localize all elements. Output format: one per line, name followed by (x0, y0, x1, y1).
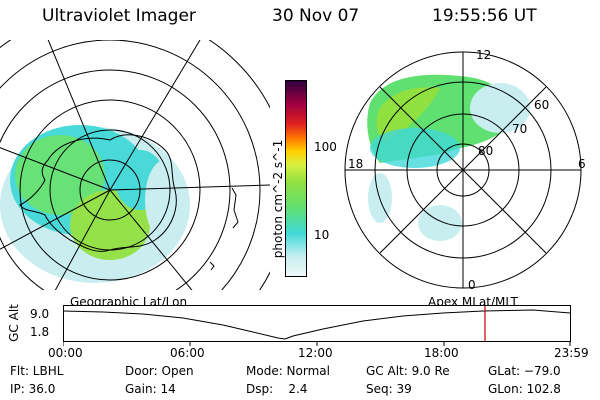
instrument-title: Ultraviolet Imager (42, 6, 196, 26)
magnetic-polar-plot (344, 51, 582, 289)
mlat-label-80: 80 (478, 144, 494, 158)
time-tick-2359: 23:59 (554, 346, 589, 360)
time-tick-0000: 00:00 (48, 346, 83, 360)
door-info: Door: Open (125, 364, 194, 378)
geographic-map (0, 40, 270, 290)
mlt-label-6: 6 (578, 157, 586, 171)
mode-info: Mode: Normal (246, 364, 330, 378)
observation-date: 30 Nov 07 (272, 6, 360, 26)
mlat-label-70: 70 (512, 122, 528, 136)
colorbar (285, 80, 307, 277)
colorbar-unit-label: photon cm^-2 s^-1 (271, 139, 285, 259)
altitude-tick-1-8: 1.8 (30, 325, 50, 339)
glat-info: GLat: −79.0 (488, 364, 561, 378)
time-tick-0600: 06:00 (170, 346, 205, 360)
observation-time: 19:55:56 UT (432, 6, 537, 26)
sequence-info: Seq: 39 (366, 382, 412, 396)
colorbar-tick-100: 100 (314, 140, 337, 154)
time-tick-1200: 12:00 (298, 346, 333, 360)
glon-info: GLon: 102.8 (488, 382, 561, 396)
mlt-label-18: 18 (348, 157, 364, 171)
gc-altitude-info: GC Alt: 9.0 Re (366, 364, 450, 378)
gain-info: Gain: 14 (125, 382, 176, 396)
altitude-tick-9: 9.0 (30, 307, 50, 321)
mlat-label-60: 60 (534, 98, 550, 112)
dsp-info: Dsp: 2.4 (246, 382, 308, 396)
mlt-label-0: 0 (468, 278, 476, 292)
ip-info: IP: 36.0 (10, 382, 56, 396)
time-tick-1800: 18:00 (424, 346, 459, 360)
altitude-axis-label: GC Alt (7, 304, 21, 342)
filter-info: Flt: LBHL (10, 364, 64, 378)
mlt-label-12: 12 (476, 48, 492, 62)
colorbar-tick-10: 10 (314, 228, 330, 242)
altitude-plot (63, 305, 571, 346)
